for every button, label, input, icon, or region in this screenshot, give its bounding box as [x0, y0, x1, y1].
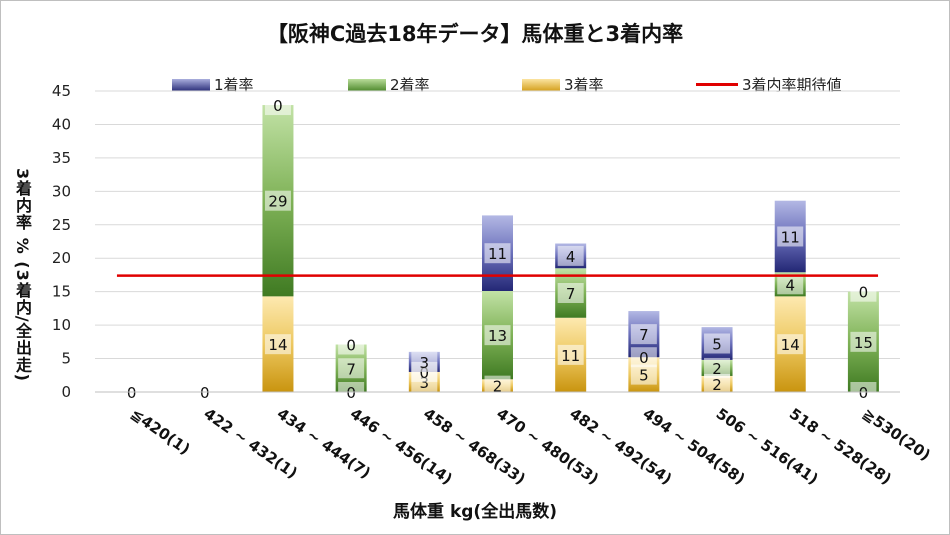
data-label-win: 4: [566, 248, 576, 266]
data-label-bg: [264, 95, 291, 116]
data-label-third: 0: [346, 384, 356, 402]
data-label-bg: [630, 364, 657, 385]
data-label-third: 0: [200, 384, 210, 402]
y-tick-label: 20: [52, 249, 71, 267]
data-label-win: 3: [420, 354, 430, 372]
data-label-third: 14: [781, 336, 800, 354]
data-label-second: 0: [639, 349, 649, 367]
data-label-bg: [338, 334, 365, 355]
legend-label-second: 2着率: [390, 76, 430, 94]
data-label-bg: [850, 331, 877, 352]
data-label-third: 2: [712, 376, 722, 394]
chart-title: 【阪神C過去18年データ】馬体重と3着内率: [266, 22, 684, 46]
data-label-third: 14: [268, 336, 287, 354]
x-axis-label: 馬体重 kg(全出馬数): [393, 502, 557, 522]
legend-item-win: 1着率: [172, 74, 254, 95]
x-tick-label: ≦420(1): [127, 405, 193, 459]
data-label-win: 11: [781, 228, 800, 246]
data-label-win: 5: [712, 336, 722, 354]
y-tick-label: 5: [61, 350, 71, 368]
data-label-bg: [850, 281, 877, 302]
y-tick-label: 40: [52, 115, 71, 133]
data-label-second: 13: [488, 327, 507, 345]
data-label-bg: [777, 274, 804, 295]
data-label-third: 11: [561, 347, 580, 365]
y-tick-label: 35: [52, 149, 71, 167]
legend-item-second: 2着率: [348, 74, 430, 95]
legend-label-win: 1着率: [214, 76, 254, 94]
data-label-win: 11: [488, 245, 507, 263]
data-label-bg: [630, 347, 657, 368]
data-label-second: 0: [420, 364, 430, 382]
data-label-win: 0: [273, 97, 283, 115]
data-label-bg: [704, 357, 731, 378]
legend-swatch-second: [348, 78, 386, 91]
data-label-bg: [704, 333, 731, 354]
data-label-bg: [484, 325, 511, 346]
y-axis-label: 3着内率 % (3着内/全出走): [13, 168, 32, 382]
data-label-win: 0: [346, 337, 356, 355]
legend-line-expected: [696, 83, 738, 86]
y-tick-label: 25: [52, 216, 71, 234]
data-label-bg: [777, 334, 804, 355]
data-label-second: 29: [268, 193, 287, 211]
data-label-bg: [777, 226, 804, 247]
data-label-third: 3: [420, 374, 430, 392]
data-label-bg: [264, 190, 291, 211]
data-label-bg: [484, 375, 511, 396]
data-label-bg: [557, 283, 584, 304]
data-label-bg: [557, 344, 584, 365]
y-tick-label: 15: [52, 283, 71, 301]
data-label-bg: [264, 334, 291, 355]
data-label-second: 15: [854, 334, 873, 352]
legend-swatch-win: [172, 78, 210, 91]
legend-label-third: 3着率: [564, 76, 604, 94]
data-label-bg: [338, 358, 365, 379]
y-tick-label: 30: [52, 182, 71, 200]
data-label-bg: [411, 351, 438, 372]
data-label-second: 4: [785, 276, 795, 294]
data-label-bg: [557, 245, 584, 266]
y-tick-label: 10: [52, 316, 71, 334]
data-label-second: 7: [566, 285, 576, 303]
data-label-win: 0: [859, 284, 869, 302]
legend-swatch-third: [522, 78, 560, 91]
data-label-bg: [484, 243, 511, 264]
data-label-bg: [704, 373, 731, 394]
data-label-third: 2: [493, 378, 503, 396]
data-label-third: 0: [127, 384, 137, 402]
y-tick-label: 45: [52, 82, 71, 100]
data-label-second: 7: [346, 360, 356, 378]
data-label-second: 2: [712, 360, 722, 378]
legend-item-third: 3着率: [522, 74, 604, 95]
data-label-third: 0: [859, 384, 869, 402]
data-label-third: 5: [639, 367, 649, 385]
legend-item-expected: 3着内率期待値: [696, 74, 842, 95]
legend-label-expected: 3着内率期待値: [742, 76, 842, 94]
data-label-win: 7: [639, 326, 649, 344]
y-tick-label: 0: [61, 383, 71, 401]
chart-legend: 1着率 2着率 3着率 3着内率期待値: [0, 74, 950, 96]
data-label-bg: [630, 324, 657, 345]
